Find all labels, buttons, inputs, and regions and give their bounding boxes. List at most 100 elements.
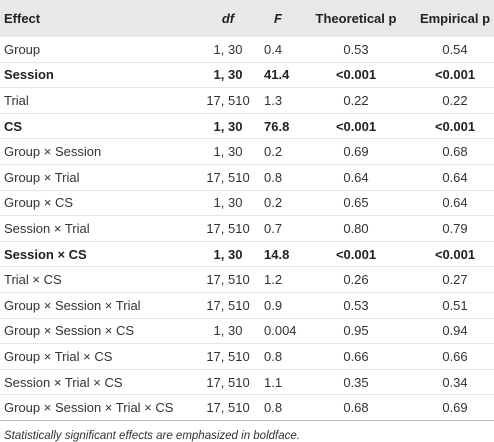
cell-empirical-p: 0.94 [412, 317, 494, 344]
cell-df: 1, 30 [200, 112, 256, 139]
table-row: Session 1, 30 41.4 <0.001 <0.001 [0, 61, 494, 88]
cell-effect: Group × Session [0, 138, 200, 165]
header-f: F [274, 11, 282, 26]
table-row: CS 1, 30 76.8 <0.001 <0.001 [0, 112, 494, 139]
cell-effect: Session × Trial × CS [0, 368, 200, 395]
cell-empirical-p: 0.64 [412, 163, 494, 191]
cell-theoretical-p: 0.69 [300, 138, 412, 165]
table-row: Group × CS 1, 30 0.2 0.65 0.64 [0, 189, 494, 216]
cell-f: 0.8 [256, 343, 300, 370]
cell-f: 0.2 [256, 189, 300, 216]
cell-f: 0.8 [256, 163, 300, 191]
cell-df: 1, 30 [200, 61, 256, 88]
cell-effect: Session × CS [0, 240, 200, 267]
table-footnote: Statistically significant effects are em… [4, 429, 300, 442]
table-row: Session × Trial × CS 17, 510 1.1 0.35 0.34 [0, 368, 494, 395]
cell-empirical-p: <0.001 [412, 61, 494, 88]
cell-f: 76.8 [256, 112, 300, 139]
cell-empirical-p: 0.34 [412, 368, 494, 395]
table-row: Trial × CS 17, 510 1.2 0.26 0.27 [0, 266, 494, 293]
table-row: Trial 17, 510 1.3 0.22 0.22 [0, 87, 494, 114]
cell-effect: Session [0, 61, 200, 88]
cell-theoretical-p: 0.68 [300, 394, 412, 421]
cell-df: 1, 30 [200, 317, 256, 344]
cell-df: 17, 510 [200, 394, 256, 421]
cell-f: 1.3 [256, 87, 300, 114]
table-row: Session × CS 1, 30 14.8 <0.001 <0.001 [0, 240, 494, 267]
table-row: Session × Trial 17, 510 0.7 0.80 0.79 [0, 215, 494, 242]
table-row: Group × Session 1, 30 0.2 0.69 0.68 [0, 138, 494, 165]
cell-df: 17, 510 [200, 163, 256, 191]
cell-effect: Group × Trial [0, 163, 200, 191]
cell-effect: Trial [0, 87, 200, 114]
cell-f: 1.2 [256, 266, 300, 293]
cell-theoretical-p: 0.64 [300, 163, 412, 191]
cell-df: 1, 30 [200, 138, 256, 165]
cell-empirical-p: 0.79 [412, 215, 494, 242]
cell-theoretical-p: <0.001 [300, 240, 412, 267]
cell-f: 0.7 [256, 215, 300, 242]
cell-effect: Group [4, 41, 41, 57]
cell-theoretical-p: 0.35 [300, 368, 412, 395]
table-row: Group × Trial 17, 510 0.8 0.64 0.64 [0, 163, 494, 191]
cell-f: 0.9 [256, 291, 300, 319]
cell-effect: Trial × CS [0, 266, 200, 293]
cell-effect: Group × Session × CS [0, 317, 200, 344]
table-row: Group 1, 30 0.4 0.53 0.54 [0, 37, 494, 62]
cell-f: 0.004 [256, 317, 300, 344]
cell-effect: Group × Session × Trial [0, 291, 200, 319]
cell-theoretical-p: 0.22 [300, 87, 412, 114]
cell-theoretical-p: 0.26 [300, 266, 412, 293]
cell-theoretical-p: 0.80 [300, 215, 412, 242]
header-df: df [221, 11, 235, 26]
cell-empirical-p: 0.68 [412, 138, 494, 165]
cell-effect: Session × Trial [0, 215, 200, 242]
anova-results-table: Effect df F Theoretical p Empirical p Gr… [0, 0, 494, 421]
cell-empirical-p: 0.66 [412, 343, 494, 370]
table-header: Effect df F Theoretical p Empirical p [0, 0, 494, 37]
cell-empirical-p: 0.69 [412, 394, 494, 421]
cell-f: 0.4 [264, 41, 283, 57]
cell-df: 17, 510 [200, 291, 256, 319]
cell-empirical-p: <0.001 [412, 240, 494, 267]
cell-df: 17, 510 [200, 215, 256, 242]
table-row: Group × Session × CS 1, 30 0.004 0.95 0.94 [0, 317, 494, 344]
cell-empirical-p: 0.22 [412, 87, 494, 114]
cell-theoretical-p: <0.001 [300, 61, 412, 88]
header-row: Effect df F Theoretical p Empirical p [0, 0, 494, 37]
header-theoretical-p: Theoretical p [315, 11, 397, 26]
cell-df: 1, 30 [200, 189, 256, 216]
cell-effect: CS [0, 112, 200, 139]
cell-empirical-p: 0.27 [412, 266, 494, 293]
cell-f: 0.8 [256, 394, 300, 421]
cell-theoretical-p: 0.66 [300, 343, 412, 370]
cell-f: 41.4 [256, 61, 300, 88]
cell-df: 1, 30 [213, 41, 243, 57]
table-row: Group × Session × Trial × CS 17, 510 0.8 0.… [0, 394, 494, 421]
table-row: Group × Session × Trial 17, 510 0.9 0.53 0.5… [0, 291, 494, 319]
cell-effect: Group × Trial × CS [0, 343, 200, 370]
cell-empirical-p: 0.51 [412, 291, 494, 319]
cell-effect: Group × CS [0, 189, 200, 216]
cell-theoretical-p: 0.95 [300, 317, 412, 344]
table-row: Group × Trial × CS 17, 510 0.8 0.66 0.66 [0, 343, 494, 370]
cell-theoretical-p: 0.65 [300, 189, 412, 216]
cell-empirical-p: 0.64 [412, 189, 494, 216]
cell-df: 1, 30 [200, 240, 256, 267]
cell-df: 17, 510 [200, 87, 256, 114]
cell-df: 17, 510 [200, 368, 256, 395]
header-effect: Effect [4, 11, 41, 26]
cell-df: 17, 510 [200, 343, 256, 370]
cell-f: 14.8 [256, 240, 300, 267]
cell-theoretical-p: 0.53 [343, 41, 369, 57]
cell-df: 17, 510 [200, 266, 256, 293]
cell-f: 1.1 [256, 368, 300, 395]
cell-f: 0.2 [256, 138, 300, 165]
header-empirical-p: Empirical p [419, 11, 491, 26]
cell-empirical-p: <0.001 [412, 112, 494, 139]
cell-effect: Group × Session × Trial × CS [0, 394, 200, 421]
cell-empirical-p: 0.54 [442, 41, 468, 57]
cell-theoretical-p: <0.001 [300, 112, 412, 139]
table-body: Group 1, 30 0.4 0.53 0.54 Session 1, 30 41.4 <0.… [0, 37, 494, 421]
cell-theoretical-p: 0.53 [300, 291, 412, 319]
